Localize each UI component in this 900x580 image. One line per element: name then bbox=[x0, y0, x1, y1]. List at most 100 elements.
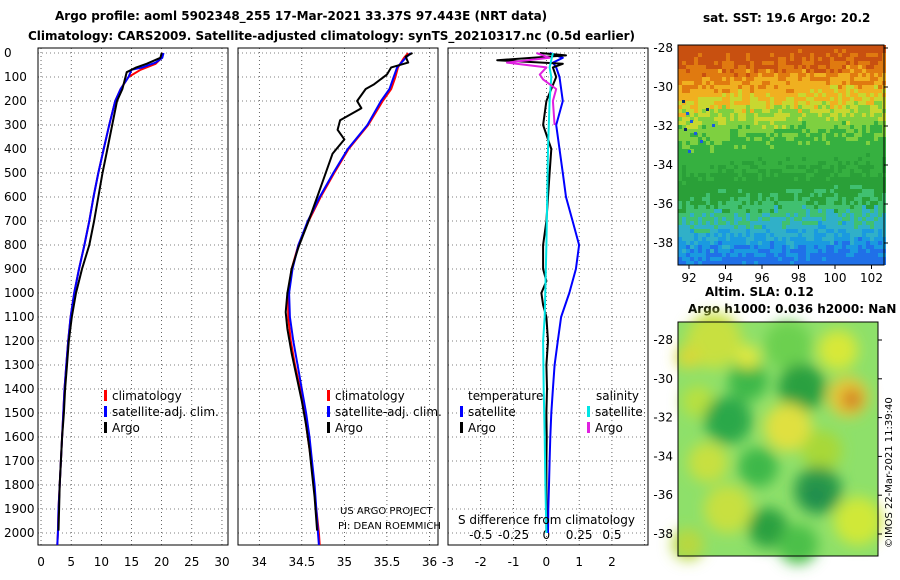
sst-cell bbox=[690, 213, 694, 217]
sst-cell bbox=[686, 137, 690, 141]
sst-cell bbox=[842, 49, 846, 53]
sst-cell bbox=[826, 213, 830, 217]
sst-cell bbox=[810, 77, 814, 81]
sst-cell bbox=[826, 65, 830, 69]
sst-cell bbox=[698, 121, 702, 125]
sst-cell bbox=[730, 193, 734, 197]
sst-cell bbox=[678, 165, 682, 169]
sst-cell bbox=[726, 97, 730, 101]
sst-cell bbox=[790, 181, 794, 185]
sst-cell bbox=[842, 85, 846, 89]
sst-cell bbox=[774, 141, 778, 145]
sst-cell bbox=[818, 141, 822, 145]
sla-blob bbox=[842, 389, 862, 410]
sst-cell bbox=[694, 57, 698, 61]
sst-cell bbox=[834, 161, 838, 165]
sst-cell bbox=[682, 81, 686, 85]
sst-cell bbox=[830, 61, 834, 65]
sst-cell bbox=[814, 205, 818, 209]
sst-cell bbox=[746, 241, 750, 245]
sst-cell bbox=[750, 213, 754, 217]
sst-cell bbox=[730, 241, 734, 245]
pressure-tick-label: 1300 bbox=[4, 358, 35, 372]
sst-cell bbox=[762, 241, 766, 245]
sst-cell bbox=[794, 173, 798, 177]
sst-cell bbox=[758, 261, 762, 265]
legend-swatch-climatology bbox=[104, 390, 107, 401]
sst-cell bbox=[786, 241, 790, 245]
sst-cell bbox=[738, 125, 742, 129]
sst-cell bbox=[734, 65, 738, 69]
sst-cell bbox=[714, 141, 718, 145]
sst-cell bbox=[758, 109, 762, 113]
sst-cell bbox=[746, 221, 750, 225]
legend-swatch-sal-argo bbox=[587, 422, 590, 433]
sst-cell bbox=[830, 177, 834, 181]
sst-cell bbox=[842, 173, 846, 177]
sst-cell bbox=[778, 201, 782, 205]
sst-cell bbox=[826, 217, 830, 221]
sst-cell bbox=[710, 229, 714, 233]
sst-cell bbox=[778, 73, 782, 77]
sst-cell bbox=[838, 197, 842, 201]
sst-cell bbox=[834, 105, 838, 109]
sst-cell bbox=[790, 233, 794, 237]
sst-cell bbox=[778, 141, 782, 145]
sst-cell bbox=[722, 185, 726, 189]
sst-cell bbox=[746, 157, 750, 161]
sst-cell bbox=[858, 185, 862, 189]
sst-cell bbox=[698, 53, 702, 57]
sst-cell bbox=[762, 93, 766, 97]
sst-cell bbox=[770, 53, 774, 57]
diff-x-tick-label: 2 bbox=[608, 555, 616, 569]
sst-cell bbox=[790, 137, 794, 141]
sst-cell bbox=[850, 77, 854, 81]
sst-cell bbox=[766, 173, 770, 177]
sst-cell bbox=[726, 117, 730, 121]
sst-cell bbox=[806, 157, 810, 161]
sst-cell bbox=[862, 165, 866, 169]
sst-cell bbox=[878, 105, 882, 109]
sla-blob bbox=[802, 430, 842, 471]
sst-cell bbox=[798, 81, 802, 85]
sst-cell bbox=[802, 53, 806, 57]
sst-cell bbox=[798, 173, 802, 177]
sst-cell bbox=[694, 141, 698, 145]
sst-cell bbox=[850, 97, 854, 101]
sst-cell bbox=[862, 253, 866, 257]
sst-cell bbox=[726, 181, 730, 185]
sst-cell bbox=[822, 129, 826, 133]
sst-cell bbox=[774, 193, 778, 197]
sst-cell bbox=[774, 261, 778, 265]
sst-cell bbox=[782, 249, 786, 253]
sst-cell bbox=[810, 253, 814, 257]
sst-cell bbox=[830, 205, 834, 209]
sst-cell bbox=[690, 149, 694, 153]
sst-cell bbox=[790, 205, 794, 209]
sst-cell bbox=[722, 177, 726, 181]
sst-cell bbox=[762, 177, 766, 181]
sst-cell bbox=[782, 69, 786, 73]
sst-cell bbox=[802, 257, 806, 261]
sst-cell bbox=[710, 117, 714, 121]
sst-cell bbox=[762, 237, 766, 241]
sst-cell bbox=[790, 145, 794, 149]
sst-cell bbox=[710, 217, 714, 221]
sst-cell bbox=[770, 45, 774, 49]
sst-cell bbox=[746, 125, 750, 129]
sst-cell bbox=[814, 77, 818, 81]
sst-cell bbox=[694, 49, 698, 53]
sst-cell bbox=[710, 57, 714, 61]
sst-cell bbox=[778, 89, 782, 93]
sst-cell bbox=[834, 213, 838, 217]
sst-cell bbox=[678, 69, 682, 73]
sst-cell bbox=[738, 217, 742, 221]
sst-cell bbox=[722, 249, 726, 253]
sst-cell bbox=[738, 53, 742, 57]
sst-cell bbox=[694, 189, 698, 193]
sst-cell bbox=[718, 205, 722, 209]
sst-cell bbox=[694, 185, 698, 189]
sst-cell bbox=[782, 221, 786, 225]
sst-cell bbox=[726, 145, 730, 149]
sst-cell bbox=[798, 105, 802, 109]
